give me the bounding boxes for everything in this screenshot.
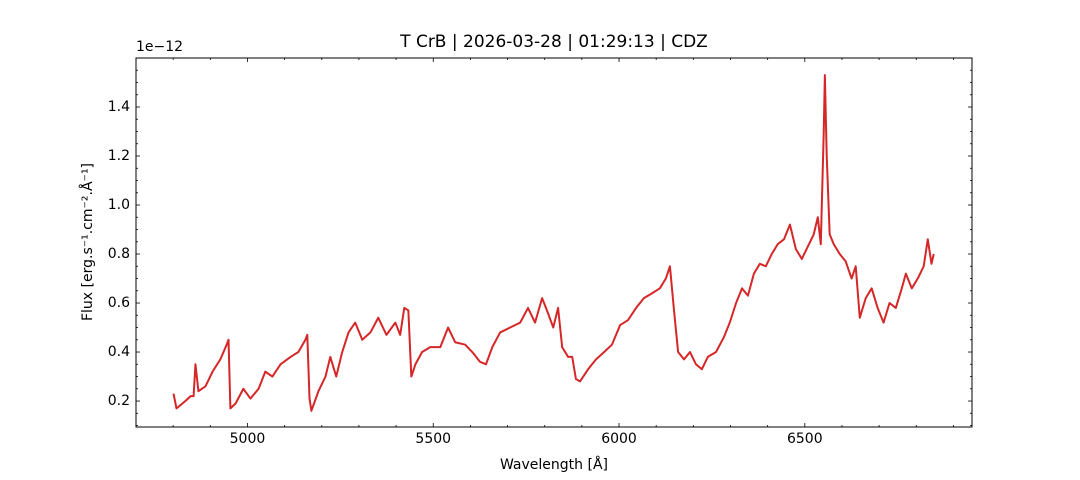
x-tick-label: 6500 (787, 431, 823, 447)
x-tick-label: 6000 (601, 431, 637, 447)
plot-frame (135, 57, 973, 428)
y-tick-label: 1.4 (108, 99, 130, 115)
offset-label: 1e−12 (136, 39, 183, 55)
y-axis-label: Flux [erg.s⁻¹.cm⁻².Å⁻¹] (79, 163, 96, 321)
y-tick-label: 0.4 (108, 344, 130, 360)
y-tick-label: 0.2 (108, 393, 130, 409)
x-tick-label: 5500 (415, 431, 451, 447)
y-tick-label: 1.0 (108, 197, 130, 213)
y-tick-label: 1.2 (108, 148, 130, 164)
y-tick-label: 0.6 (108, 295, 130, 311)
x-tick-label: 5000 (230, 431, 266, 447)
chart-title: T CrB | 2026-03-28 | 01:29:13 | CDZ (399, 32, 708, 52)
y-tick-label: 0.8 (108, 246, 130, 262)
x-axis-label: Wavelength [Å] (500, 456, 608, 473)
spectrum-line (172, 74, 935, 412)
